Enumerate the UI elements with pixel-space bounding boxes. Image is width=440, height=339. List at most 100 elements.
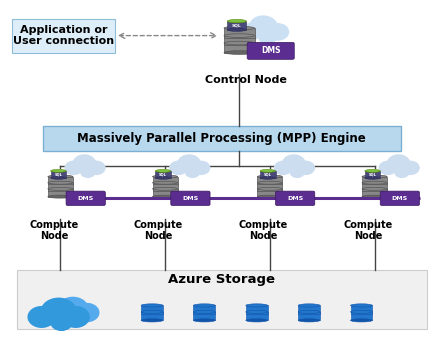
Bar bbox=[362, 189, 387, 197]
Ellipse shape bbox=[260, 177, 275, 179]
Circle shape bbox=[378, 161, 397, 175]
Text: SQL: SQL bbox=[264, 173, 272, 176]
Ellipse shape bbox=[48, 181, 73, 184]
FancyBboxPatch shape bbox=[66, 191, 105, 205]
Circle shape bbox=[87, 161, 106, 175]
Text: DMS: DMS bbox=[77, 196, 94, 201]
Circle shape bbox=[274, 161, 293, 175]
Text: DMS: DMS bbox=[287, 196, 303, 201]
Ellipse shape bbox=[224, 41, 255, 45]
Bar bbox=[224, 36, 255, 45]
FancyBboxPatch shape bbox=[380, 191, 419, 205]
Ellipse shape bbox=[351, 319, 372, 322]
Text: Compute
Node: Compute Node bbox=[134, 220, 183, 241]
Ellipse shape bbox=[48, 195, 73, 198]
Bar bbox=[260, 171, 275, 178]
Text: DMS: DMS bbox=[261, 46, 280, 55]
Circle shape bbox=[239, 23, 262, 41]
Text: Compute
Node: Compute Node bbox=[238, 220, 288, 241]
Bar bbox=[153, 183, 178, 191]
Text: DMS: DMS bbox=[392, 196, 408, 201]
Circle shape bbox=[290, 166, 305, 178]
Ellipse shape bbox=[194, 319, 215, 322]
Ellipse shape bbox=[194, 304, 215, 307]
Bar bbox=[298, 312, 320, 320]
Ellipse shape bbox=[141, 319, 163, 322]
Ellipse shape bbox=[298, 310, 320, 314]
FancyBboxPatch shape bbox=[12, 19, 115, 53]
Ellipse shape bbox=[362, 195, 387, 198]
Ellipse shape bbox=[51, 170, 66, 172]
Ellipse shape bbox=[362, 181, 387, 184]
Bar bbox=[351, 312, 372, 320]
Bar bbox=[298, 305, 320, 314]
Ellipse shape bbox=[48, 187, 73, 190]
FancyBboxPatch shape bbox=[247, 42, 294, 59]
Ellipse shape bbox=[365, 177, 380, 179]
Ellipse shape bbox=[153, 195, 178, 198]
Text: SQL: SQL bbox=[159, 173, 167, 176]
Bar bbox=[224, 28, 255, 38]
Bar bbox=[257, 183, 282, 191]
Circle shape bbox=[40, 298, 77, 326]
Ellipse shape bbox=[224, 26, 255, 30]
Text: Compute
Node: Compute Node bbox=[343, 220, 392, 241]
Ellipse shape bbox=[224, 34, 255, 37]
Text: Azure Storage: Azure Storage bbox=[169, 273, 275, 286]
Circle shape bbox=[46, 303, 71, 322]
Ellipse shape bbox=[51, 177, 66, 179]
FancyBboxPatch shape bbox=[43, 126, 401, 151]
Circle shape bbox=[27, 306, 56, 328]
Bar bbox=[153, 189, 178, 197]
Ellipse shape bbox=[227, 19, 246, 23]
Bar bbox=[224, 43, 255, 53]
Bar bbox=[48, 189, 73, 197]
Bar bbox=[48, 183, 73, 191]
Circle shape bbox=[62, 306, 90, 328]
Circle shape bbox=[177, 154, 201, 173]
FancyBboxPatch shape bbox=[275, 191, 315, 205]
Ellipse shape bbox=[298, 304, 320, 307]
Text: SQL: SQL bbox=[55, 173, 62, 176]
Ellipse shape bbox=[153, 187, 178, 190]
Circle shape bbox=[73, 154, 96, 173]
Circle shape bbox=[80, 166, 95, 178]
Circle shape bbox=[394, 166, 410, 178]
Circle shape bbox=[266, 23, 289, 41]
Ellipse shape bbox=[257, 181, 282, 184]
Text: SQL: SQL bbox=[232, 23, 242, 27]
Ellipse shape bbox=[351, 310, 372, 314]
Ellipse shape bbox=[194, 310, 215, 314]
Bar bbox=[194, 312, 215, 320]
Bar bbox=[362, 177, 387, 184]
Text: Control Node: Control Node bbox=[205, 75, 287, 84]
Circle shape bbox=[74, 303, 99, 322]
Text: Massively Parallel Processing (MPP) Engine: Massively Parallel Processing (MPP) Engi… bbox=[77, 132, 366, 145]
Text: DMS: DMS bbox=[182, 196, 198, 201]
Bar bbox=[351, 305, 372, 314]
Ellipse shape bbox=[362, 175, 387, 178]
Ellipse shape bbox=[153, 181, 178, 184]
Circle shape bbox=[387, 154, 411, 173]
Circle shape bbox=[57, 297, 89, 321]
Bar bbox=[362, 183, 387, 191]
Bar bbox=[246, 305, 268, 314]
Circle shape bbox=[50, 314, 73, 331]
Circle shape bbox=[64, 161, 83, 175]
Text: Compute
Node: Compute Node bbox=[29, 220, 78, 241]
Ellipse shape bbox=[48, 175, 73, 178]
Text: Application or
User connection: Application or User connection bbox=[13, 25, 114, 46]
Text: SQL: SQL bbox=[369, 173, 377, 176]
Ellipse shape bbox=[246, 310, 268, 314]
Circle shape bbox=[282, 154, 306, 173]
FancyBboxPatch shape bbox=[171, 191, 210, 205]
Bar bbox=[246, 312, 268, 320]
Ellipse shape bbox=[224, 51, 255, 54]
Circle shape bbox=[169, 161, 188, 175]
Circle shape bbox=[297, 161, 315, 175]
Bar bbox=[141, 312, 163, 320]
Ellipse shape bbox=[351, 304, 372, 307]
Ellipse shape bbox=[227, 28, 246, 32]
Ellipse shape bbox=[141, 310, 163, 314]
Bar bbox=[153, 177, 178, 184]
